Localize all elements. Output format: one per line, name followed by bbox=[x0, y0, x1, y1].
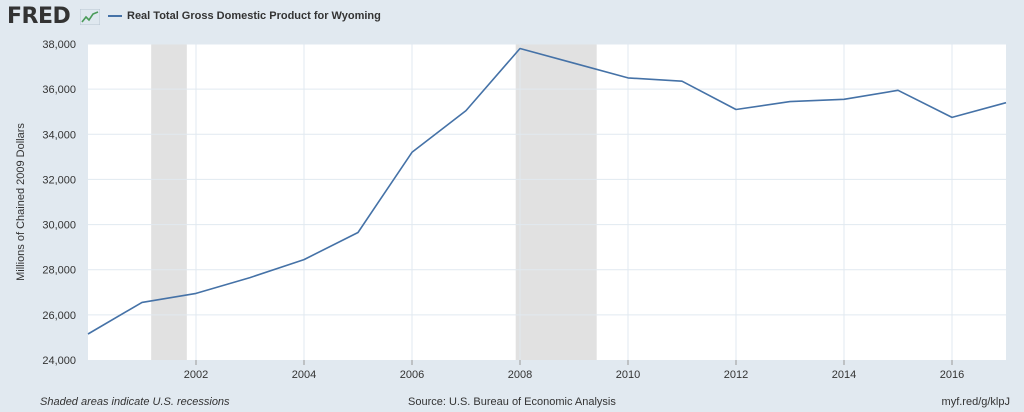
x-tick-label: 2012 bbox=[724, 369, 748, 381]
fred-logo[interactable]: FRED bbox=[7, 4, 71, 29]
x-tick-label: 2006 bbox=[400, 369, 424, 381]
data-point[interactable] bbox=[680, 79, 685, 84]
data-point[interactable] bbox=[1004, 100, 1009, 105]
x-tick-label: 2002 bbox=[184, 369, 208, 381]
y-tick-label: 36,000 bbox=[42, 84, 76, 96]
series-line-0 bbox=[87, 47, 1007, 335]
legend-swatch bbox=[108, 15, 122, 17]
x-tick-label: 2004 bbox=[292, 369, 316, 381]
legend: Real Total Gross Domestic Product for Wy… bbox=[108, 10, 381, 22]
y-tick-label: 30,000 bbox=[42, 220, 76, 232]
data-point[interactable] bbox=[572, 61, 577, 66]
series-group bbox=[86, 46, 1009, 337]
x-tick-label: 2016 bbox=[940, 369, 964, 381]
data-point[interactable] bbox=[86, 332, 91, 337]
data-point[interactable] bbox=[464, 108, 469, 113]
y-tick-label: 38,000 bbox=[42, 39, 76, 51]
y-tick-label: 26,000 bbox=[42, 310, 76, 322]
data-point[interactable] bbox=[194, 291, 199, 296]
gridlines bbox=[88, 43, 1006, 360]
recession-band-1 bbox=[515, 44, 597, 360]
data-point[interactable] bbox=[518, 46, 523, 51]
y-axis-label: Millions of Chained 2009 Dollars bbox=[15, 123, 27, 281]
data-point[interactable] bbox=[734, 107, 739, 112]
y-tick-label: 28,000 bbox=[42, 265, 76, 277]
x-tick-label: 2010 bbox=[616, 369, 640, 381]
recession-band-0 bbox=[151, 44, 187, 360]
data-point[interactable] bbox=[410, 150, 415, 155]
legend-label: Real Total Gross Domestic Product for Wy… bbox=[127, 10, 381, 22]
recession-shading bbox=[151, 44, 597, 360]
y-tick-label: 32,000 bbox=[42, 174, 76, 186]
chart-footer: Shaded areas indicate U.S. recessions So… bbox=[0, 394, 1024, 412]
data-point[interactable] bbox=[626, 75, 631, 80]
data-point[interactable] bbox=[302, 257, 307, 262]
data-point[interactable] bbox=[950, 115, 955, 120]
y-axis-ticks: 24,000 26,000 28,000 30,000 32,000 34,000 36,0… bbox=[42, 39, 76, 367]
x-axis-ticks: 2002 2004 2006 2008 2010 2012 2014 2016 bbox=[184, 360, 964, 381]
data-point[interactable] bbox=[842, 97, 847, 102]
data-point[interactable] bbox=[896, 88, 901, 93]
chart-header: FRED Real Total Gross Domestic Product f… bbox=[0, 0, 1024, 36]
data-point[interactable] bbox=[140, 300, 145, 305]
data-point[interactable] bbox=[356, 230, 361, 235]
chart-line-icon bbox=[80, 9, 100, 25]
y-tick-label: 24,000 bbox=[42, 355, 76, 367]
data-point[interactable] bbox=[788, 99, 793, 104]
y-tick-label: 34,000 bbox=[42, 129, 76, 141]
short-link[interactable]: myf.red/g/klpJ bbox=[941, 396, 1010, 408]
x-tick-label: 2008 bbox=[508, 369, 532, 381]
data-point[interactable] bbox=[248, 275, 253, 280]
source-text: Source: U.S. Bureau of Economic Analysis bbox=[408, 396, 616, 408]
recession-note: Shaded areas indicate U.S. recessions bbox=[40, 396, 230, 408]
x-tick-label: 2014 bbox=[832, 369, 856, 381]
